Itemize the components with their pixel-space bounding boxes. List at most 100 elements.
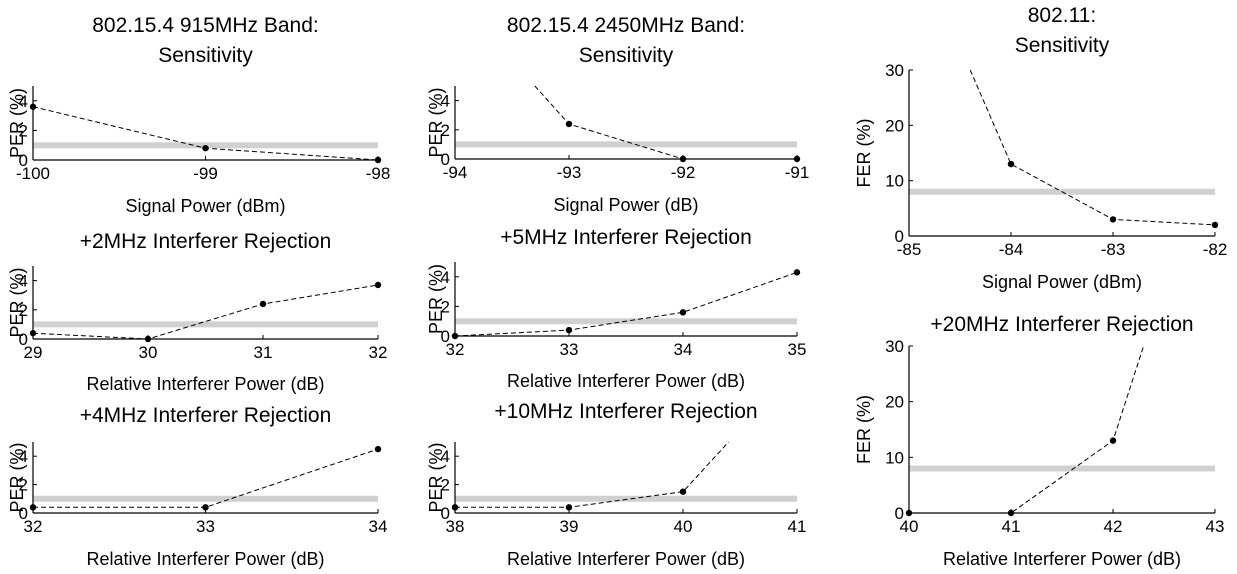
x-axis-label: Signal Power (dBm) [982, 272, 1142, 292]
y-tick-label: 4 [19, 272, 28, 291]
x-tick-label: 43 [1206, 517, 1225, 536]
y-tick-label: 4 [19, 447, 28, 466]
data-point [565, 326, 573, 334]
data-point [374, 156, 382, 164]
y-tick-label: 0 [441, 327, 450, 346]
chart-s2: 802.15.4 2450MHz Band: Sensitivity -94 -93 -… [426, 14, 809, 215]
series-line [455, 441, 729, 508]
data-point [202, 504, 209, 511]
data-point [1109, 437, 1117, 444]
y-axis-label: FER (%) [854, 119, 874, 188]
data-point [793, 155, 801, 163]
series-line [909, 345, 1145, 514]
y-tick-label: 0 [19, 151, 28, 170]
x-tick-label: 29 [24, 343, 43, 362]
x-tick-label: 34 [674, 340, 693, 359]
x-axis-label: Relative Interferer Power (dB) [507, 549, 745, 569]
x-tick-label: -84 [999, 240, 1024, 259]
y-tick-label: 10 [885, 172, 904, 191]
data-point [905, 509, 913, 517]
y-tick-label: 2 [441, 476, 450, 495]
x-tick-label: -83 [1101, 240, 1126, 259]
y-axis-label: PER (%) [7, 267, 27, 337]
y-tick-label: 0 [441, 504, 450, 523]
series-line [969, 69, 1216, 226]
y-tick-label: 4 [441, 447, 450, 466]
chart-title: Sensitivity [579, 44, 674, 67]
chart-title: +2MHz Interferer Rejection [80, 230, 332, 253]
y-tick-label: 0 [19, 504, 28, 523]
y-axis-label: PER (%) [426, 264, 446, 334]
data-point [259, 300, 267, 308]
chart-r10: +10MHz Interferer Rejection 38 39 40 41 0 2 4 Re… [426, 400, 806, 569]
data-point [29, 103, 37, 110]
x-axis-label: Relative Interferer Power (dB) [86, 374, 324, 394]
x-axis-label: Relative Interferer Power (dB) [507, 371, 745, 391]
data-point [793, 269, 801, 276]
y-tick-label: 0 [441, 150, 450, 169]
chart-title: +5MHz Interferer Rejection [500, 226, 752, 249]
chart-title: +10MHz Interferer Rejection [494, 400, 757, 423]
data-point [29, 329, 37, 337]
x-tick-label: -94 [443, 163, 468, 182]
data-point [202, 144, 209, 152]
x-axis-label: Signal Power (dBm) [125, 196, 285, 216]
y-tick-label: 30 [885, 61, 904, 80]
y-tick-label: 2 [441, 121, 450, 140]
x-tick-label: 33 [560, 340, 579, 359]
y-tick-label: 2 [19, 301, 28, 320]
chart-s1: 802.15.4 915MHz Band: Sensitivity -100 -99 -… [7, 14, 390, 216]
data-point [374, 281, 382, 289]
series-line [534, 85, 797, 160]
data-point [144, 335, 152, 343]
data-point [1007, 509, 1015, 517]
x-tick-label: 41 [1002, 517, 1021, 536]
chart-r2: +2MHz Interferer Rejection 29 30 31 32 0 2 4 Rel… [7, 230, 387, 394]
data-point [1211, 221, 1219, 229]
data-point [565, 120, 573, 128]
chart-title: 802.15.4 2450MHz Band: [507, 14, 745, 37]
x-tick-label: -92 [671, 163, 696, 182]
chart-title: 802.15.4 915MHz Band: [92, 14, 319, 37]
y-tick-label: 10 [885, 448, 904, 467]
chart-s3: 802.11: Sensitivity -85 -84 -83 -82 0 10 20 30 Sig… [854, 4, 1227, 292]
x-tick-label: 32 [369, 343, 388, 362]
chart-title: Sensitivity [158, 44, 253, 67]
chart-r4: +4MHz Interferer Rejection 32 33 34 0 2 4 Relat… [7, 404, 387, 569]
data-point [451, 332, 459, 340]
y-tick-label: 4 [441, 268, 450, 287]
x-axis-label: Relative Interferer Power (dB) [943, 549, 1181, 569]
y-tick-label: 20 [885, 393, 904, 412]
chart-title: +4MHz Interferer Rejection [80, 404, 332, 427]
x-tick-label: 41 [788, 517, 807, 536]
y-axis-label: PER (%) [426, 87, 446, 157]
data-point [679, 309, 687, 316]
y-tick-label: 4 [441, 92, 450, 111]
x-tick-label: 30 [139, 343, 158, 362]
x-tick-label: 34 [369, 517, 388, 536]
y-tick-label: 0 [19, 330, 28, 349]
x-tick-label: 40 [900, 517, 919, 536]
x-tick-label: -85 [897, 240, 922, 259]
y-tick-label: 2 [19, 476, 28, 495]
x-tick-label: -93 [557, 163, 582, 182]
y-tick-label: 0 [895, 227, 904, 246]
data-point [1109, 216, 1117, 223]
x-tick-label: 32 [24, 517, 43, 536]
chart-r20: +20MHz Interferer Rejection 40 41 42 43 0 10 20… [854, 313, 1224, 569]
y-tick-label: 2 [441, 297, 450, 316]
y-axis-label: FER (%) [854, 395, 874, 464]
y-tick-label: 30 [885, 337, 904, 356]
y-tick-label: 4 [19, 92, 28, 111]
x-tick-label: -82 [1203, 240, 1228, 259]
y-axis-label: PER (%) [7, 442, 27, 512]
series-line [32, 284, 379, 340]
data-point [679, 155, 687, 163]
data-point [565, 504, 573, 511]
x-tick-label: -100 [16, 164, 50, 183]
x-tick-label: 35 [788, 340, 807, 359]
y-tick-label: 0 [895, 504, 904, 523]
x-tick-label: 38 [446, 517, 465, 536]
x-tick-label: 39 [560, 517, 579, 536]
